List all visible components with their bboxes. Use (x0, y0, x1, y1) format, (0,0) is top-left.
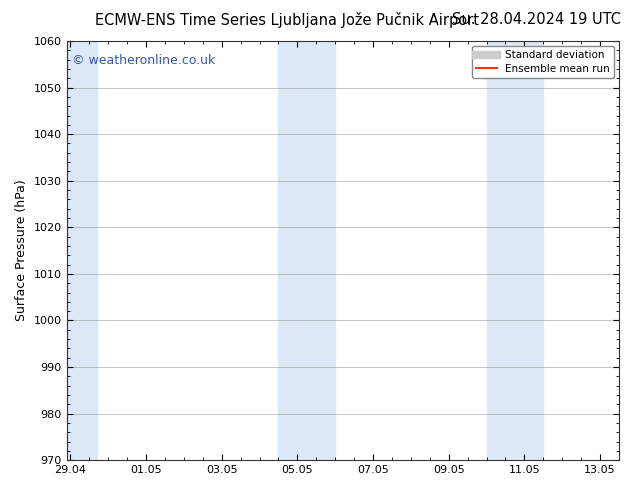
Text: Su. 28.04.2024 19 UTC: Su. 28.04.2024 19 UTC (452, 12, 621, 27)
Text: ECMW-ENS Time Series Ljubljana Jože Pučnik Airport: ECMW-ENS Time Series Ljubljana Jože Pučn… (95, 12, 479, 28)
Text: © weatheronline.co.uk: © weatheronline.co.uk (72, 53, 216, 67)
Bar (67, 41, 97, 460)
Bar (486, 41, 543, 460)
Y-axis label: Surface Pressure (hPa): Surface Pressure (hPa) (15, 180, 28, 321)
Legend: Standard deviation, Ensemble mean run: Standard deviation, Ensemble mean run (472, 46, 614, 78)
Bar (278, 41, 335, 460)
